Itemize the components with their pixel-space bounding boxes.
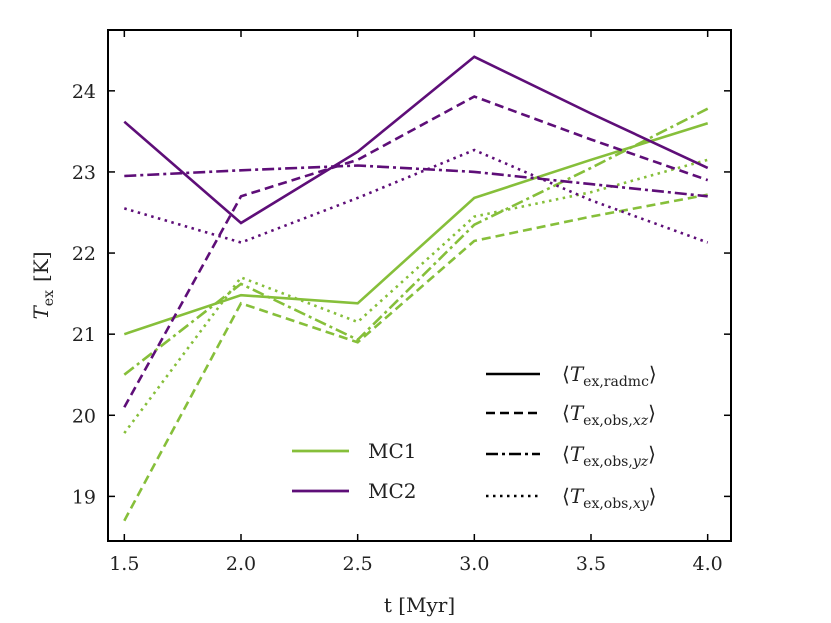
y-tick-label: 20 [72,405,96,427]
y-tick-label: 23 [72,162,96,184]
plot-frame [107,29,732,542]
legend-cloud-label-mc2: MC2 [368,479,417,503]
axes-layer [107,29,732,542]
y-tick-label: 22 [72,243,96,265]
y-axis-label-sub: ex [41,290,57,306]
labels-layer: t [Myr] Tex [K] [29,251,455,617]
series-line-mc1-radmc [123,122,709,336]
legend-style-label-obs-xy: ⟨Tex,obs,xy⟩ [562,484,656,512]
x-tick-label: 2.0 [226,553,256,575]
y-axis-label-unit: [K] [29,251,53,282]
legend-styles: ⟨Tex,radmc⟩ ⟨Tex,obs,xz⟩ ⟨Tex,obs,yz⟩ ⟨Tex,… [486,362,657,512]
legend-cloud-label-mc1: MC1 [368,439,417,463]
y-tick-label: 21 [72,324,96,346]
legend-style-label-obs-yz: ⟨Tex,obs,yz⟩ [562,442,656,470]
x-tick-label: 3.0 [459,553,489,575]
legend-style-label-radmc: ⟨Tex,radmc⟩ [562,362,657,390]
y-tick-label: 24 [72,81,96,103]
x-tick-label: 3.5 [576,553,606,575]
y-axis-label-main: T [29,305,53,320]
series-line-mc2-obs-xy [123,148,709,244]
y-axis-label: Tex [K] [29,251,57,319]
series-line-mc2-radmc [123,55,709,225]
x-tick-label: 2.5 [343,553,373,575]
series-line-mc1-obs-yz [123,107,709,376]
series-layer [123,55,709,522]
y-tick-label: 19 [72,486,96,508]
ticks-layer: 1.5 2.0 2.5 3.0 3.5 4.0 19 20 21 22 23 24 [72,30,731,575]
series-line-mc1-obs-xy [123,158,709,434]
series-line-mc2-obs-yz [124,164,708,198]
x-axis-label: t [Myr] [384,593,455,617]
x-tick-label: 1.5 [109,553,139,575]
series-line-mc2-obs-xz [123,95,709,408]
legend-clouds: MC1 MC2 [292,439,417,503]
x-tick-label: 4.0 [693,553,723,575]
series-line-mc1-obs-xz [123,193,708,522]
legend-style-label-obs-xz: ⟨Tex,obs,xz⟩ [562,401,656,429]
